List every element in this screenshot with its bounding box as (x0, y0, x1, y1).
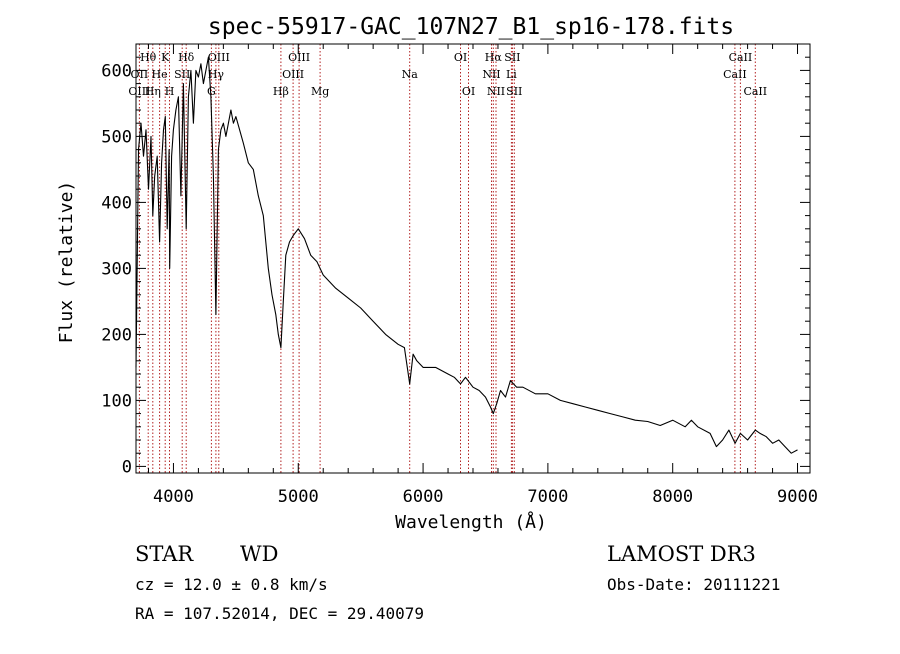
line-label-18: OIII (128, 85, 150, 98)
line-label-14: Na (402, 68, 419, 81)
y-tick-label-2: 200 (101, 325, 132, 345)
x-tick-label-5: 9000 (777, 487, 818, 507)
line-label-6: Hα (485, 51, 503, 64)
line-label-22: Hβ (273, 85, 289, 98)
line-label-13: OIII (282, 68, 304, 81)
line-label-4: OIII (288, 51, 310, 64)
x-tick-label-3: 7000 (527, 487, 568, 507)
object-class: STAR (135, 542, 194, 566)
line-label-26: SII (506, 85, 522, 98)
obs-date: Obs-Date: 20111221 (607, 575, 780, 594)
x-tick-label-1: 5000 (278, 487, 319, 507)
survey-name: LAMOST DR3 (607, 542, 756, 566)
line-label-7: SII (504, 51, 520, 64)
line-label-10: He (152, 68, 168, 81)
line-label-27: CaII (743, 85, 767, 98)
line-label-17: CaII (723, 68, 747, 81)
line-label-9: OII (131, 68, 149, 81)
y-tick-label-3: 300 (101, 259, 132, 279)
x-axis-label: Wavelength (Å) (395, 511, 547, 533)
x-axis-ticks: 4000 5000 6000 7000 8000 9000 (147, 44, 818, 507)
line-label-21: G (207, 85, 216, 98)
spectrum-series (135, 56, 798, 454)
y-axis-ticks: 0 100 200 300 400 500 600 (101, 56, 810, 477)
line-label-1: K (161, 51, 170, 64)
plot-frame (135, 43, 811, 474)
object-subclass: WD (240, 542, 278, 566)
line-label-5: OI (454, 51, 467, 64)
line-label-16: Li (506, 68, 517, 81)
line-markers (138, 44, 756, 473)
y-axis-label: Flux (relative) (56, 181, 77, 344)
y-tick-label-1: 100 (101, 391, 132, 411)
line-label-11: SII (174, 68, 190, 81)
spectrum-line (135, 56, 798, 454)
x-tick-label-2: 6000 (403, 487, 444, 507)
x-tick-label-0: 4000 (153, 487, 194, 507)
line-label-25: NII (487, 85, 505, 98)
line-label-2: Hδ (178, 51, 195, 64)
y-tick-label-5: 500 (101, 127, 132, 147)
line-label-3: OIII (208, 51, 230, 64)
line-label-23: Mg (311, 85, 329, 98)
line-label-19: Hη (145, 85, 161, 98)
y-tick-label-4: 400 (101, 193, 132, 213)
line-label-0: Hθ (140, 51, 157, 64)
redshift-value: cz = 12.0 ± 0.8 km/s (135, 575, 328, 594)
line-label-8: CaII (729, 51, 753, 64)
y-tick-label-0: 0 (122, 457, 132, 477)
line-label-15: NII (482, 68, 500, 81)
line-label-24: OI (462, 85, 475, 98)
coordinates: RA = 107.52014, DEC = 29.40079 (135, 604, 424, 623)
line-label-12: Hγ (208, 68, 225, 81)
line-label-20: H (165, 85, 175, 98)
y-tick-label-6: 600 (101, 61, 132, 81)
x-tick-label-4: 8000 (652, 487, 693, 507)
chart-title: spec-55917-GAC_107N27_B1_sp16-178.fits (208, 14, 734, 40)
